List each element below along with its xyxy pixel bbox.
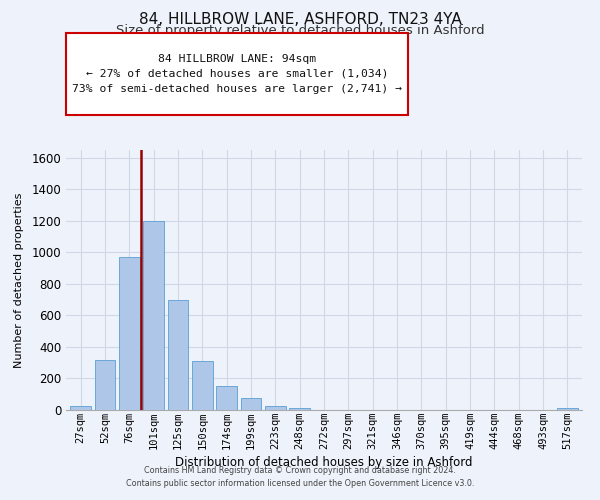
Bar [241, 398, 262, 410]
Y-axis label: Number of detached properties: Number of detached properties [14, 192, 25, 368]
Bar [119, 257, 140, 410]
Bar [265, 406, 286, 410]
Bar [192, 361, 212, 410]
X-axis label: Distribution of detached houses by size in Ashford: Distribution of detached houses by size … [175, 456, 473, 469]
Bar [557, 408, 578, 410]
Bar [289, 408, 310, 410]
Bar [143, 221, 164, 410]
Bar [95, 360, 115, 410]
Text: Size of property relative to detached houses in Ashford: Size of property relative to detached ho… [116, 24, 484, 37]
Text: 84, HILLBROW LANE, ASHFORD, TN23 4YA: 84, HILLBROW LANE, ASHFORD, TN23 4YA [139, 12, 461, 28]
Bar [216, 386, 237, 410]
Bar [167, 300, 188, 410]
Text: 84 HILLBROW LANE: 94sqm
← 27% of detached houses are smaller (1,034)
73% of semi: 84 HILLBROW LANE: 94sqm ← 27% of detache… [72, 54, 402, 94]
Text: Contains HM Land Registry data © Crown copyright and database right 2024.
Contai: Contains HM Land Registry data © Crown c… [126, 466, 474, 487]
Bar [70, 406, 91, 410]
